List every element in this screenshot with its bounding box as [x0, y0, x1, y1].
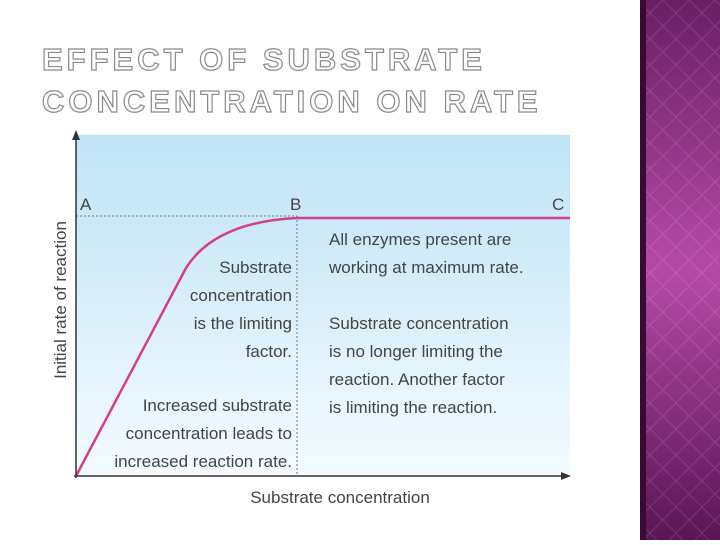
axis-arrow: [72, 130, 80, 140]
plot-background: [76, 135, 570, 476]
side-edge: [640, 0, 646, 540]
annotation-line: is no longer limiting the: [329, 342, 503, 361]
annotation-line: is limiting the reaction.: [329, 398, 497, 417]
annotation-line: concentration: [190, 286, 292, 305]
annotation-line: factor.: [246, 342, 292, 361]
point-label: A: [80, 195, 92, 214]
annotation-line: Substrate concentration: [329, 314, 509, 333]
annotation-line: working at maximum rate.: [328, 258, 524, 277]
annotation-line: reaction. Another factor: [329, 370, 505, 389]
point-label: C: [552, 195, 564, 214]
annotation-line: concentration leads to: [126, 424, 292, 443]
side-pattern: [640, 0, 720, 540]
annotation-line: Substrate: [219, 258, 292, 277]
annotation-line: Increased substrate: [143, 396, 292, 415]
annotation-line: is the limiting: [194, 314, 292, 333]
annotation-line: All enzymes present are: [329, 230, 511, 249]
annotation-line: increased reaction rate.: [114, 452, 292, 471]
title-line: CONCENTRATION ON RATE: [42, 84, 542, 119]
title-line: EFFECT OF SUBSTRATE: [42, 42, 486, 77]
rate-curve: [74, 216, 570, 477]
point-label: B: [290, 195, 301, 214]
axis-arrow: [561, 472, 571, 480]
y-axis-label: Initial rate of reaction: [51, 221, 70, 379]
x-axis-label: Substrate concentration: [250, 488, 430, 507]
